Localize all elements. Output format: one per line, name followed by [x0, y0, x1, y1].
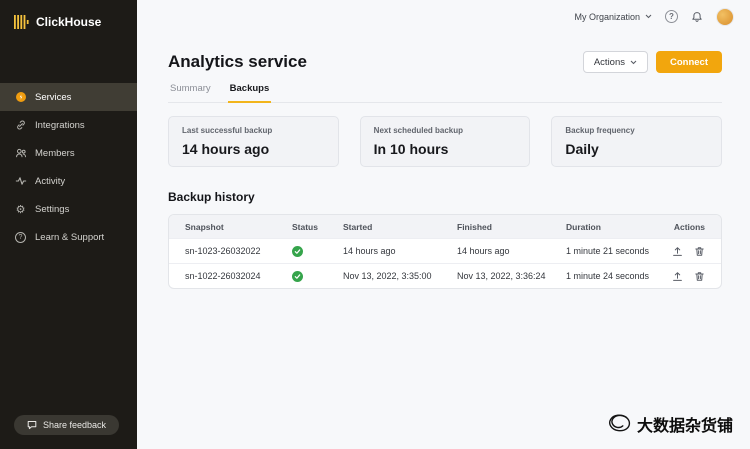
success-icon	[292, 270, 303, 282]
card-next-scheduled-backup: Next scheduled backup In 10 hours	[359, 116, 531, 167]
started-cell: 14 hours ago	[343, 246, 396, 256]
sidebar: ClickHouse Services Integrations Members	[0, 0, 137, 449]
share-feedback-label: Share feedback	[43, 420, 107, 430]
snapshot-cell: sn-1022-26032024	[185, 271, 261, 281]
table-row: sn-1022-26032024 Nov 13, 2022, 3:35:00 N…	[169, 263, 721, 288]
services-icon	[14, 91, 27, 104]
column-header: Started	[343, 221, 373, 232]
duration-cell: 1 minute 24 seconds	[566, 271, 650, 281]
sidebar-item-integrations[interactable]: Integrations	[0, 111, 137, 139]
card-value: Daily	[565, 141, 599, 157]
table-header-row: Snapshot Status Started Finished Duratio…	[169, 215, 721, 238]
watermark-logo-icon	[606, 410, 634, 438]
avatar[interactable]	[716, 7, 734, 26]
sidebar-item-members[interactable]: Members	[0, 139, 137, 167]
status-cell	[292, 245, 343, 257]
tab-summary[interactable]: Summary	[170, 83, 211, 94]
clickhouse-logo-icon	[14, 15, 29, 29]
restore-icon[interactable]	[672, 271, 683, 282]
card-label: Last successful backup	[182, 126, 273, 135]
sidebar-item-learn-support[interactable]: ? Learn & Support	[0, 223, 137, 251]
sidebar-item-label: Integrations	[35, 119, 85, 131]
feedback-icon	[27, 420, 37, 430]
sidebar-item-label: Members	[35, 147, 75, 159]
snapshot-cell: sn-1023-26032022	[185, 246, 261, 256]
settings-icon: ⚙	[15, 202, 26, 216]
started-cell: Nov 13, 2022, 3:35:00	[343, 271, 432, 281]
question-icon: ?	[14, 231, 27, 244]
status-cell	[292, 270, 343, 282]
column-header: Status	[292, 221, 318, 232]
activity-icon	[14, 175, 27, 188]
backup-info-cards: Last successful backup 14 hours ago Next…	[168, 116, 723, 167]
actions-button[interactable]: Actions	[582, 51, 648, 73]
card-label: Next scheduled backup	[373, 126, 464, 135]
restore-icon[interactable]	[672, 246, 683, 257]
actions-cell	[672, 271, 705, 282]
clickhouse-logo[interactable]: ClickHouse	[0, 0, 137, 39]
actions-cell	[672, 246, 705, 257]
sidebar-item-services[interactable]: Services	[0, 83, 137, 111]
org-label: My Organization	[574, 11, 640, 22]
header-actions: Actions Connect	[582, 51, 722, 73]
sidebar-item-label: Services	[35, 91, 72, 103]
chevron-down-icon	[645, 14, 652, 19]
page-title: Analytics service	[168, 52, 307, 71]
members-icon	[14, 147, 27, 160]
card-value: 14 hours ago	[182, 141, 270, 157]
trash-icon[interactable]	[694, 271, 705, 282]
card-value: In 10 hours	[373, 141, 449, 157]
card-backup-frequency: Backup frequency Daily	[551, 116, 723, 167]
main-area: My Organization ? Analytics service Acti…	[137, 0, 750, 449]
bell-icon	[691, 11, 703, 23]
watermark: 大数据杂货铺	[606, 410, 733, 438]
card-last-successful-backup: Last successful backup 14 hours ago	[168, 116, 339, 167]
tab-backups[interactable]: Backups	[227, 83, 272, 103]
tabs: Summary Backups	[168, 83, 722, 103]
chevron-down-icon	[630, 60, 637, 65]
column-header: Finished	[457, 221, 492, 232]
connect-button[interactable]: Connect	[656, 51, 722, 73]
column-header: Snapshot	[185, 221, 224, 232]
finished-cell: 14 hours ago	[457, 246, 510, 256]
sidebar-item-label: Settings	[35, 203, 70, 215]
sidebar-nav: Services Integrations Members Activity	[0, 83, 137, 251]
trash-icon[interactable]	[694, 246, 705, 257]
integrations-icon	[14, 119, 27, 132]
notifications-button[interactable]	[691, 11, 703, 23]
column-header: Actions	[673, 221, 705, 232]
sidebar-item-label: Activity	[35, 175, 66, 187]
topbar: My Organization ?	[137, 0, 750, 33]
sidebar-item-activity[interactable]: Activity	[0, 167, 137, 195]
section-title-backup-history: Backup history	[168, 190, 255, 204]
org-menu[interactable]: My Organization	[574, 12, 652, 22]
page-header: Analytics service Actions Connect	[168, 51, 722, 73]
duration-cell: 1 minute 21 seconds	[566, 246, 650, 256]
actions-button-label: Actions	[593, 56, 625, 68]
page-content: Analytics service Actions Connect Summar…	[137, 33, 750, 289]
logo-text: ClickHouse	[36, 15, 102, 29]
table-row: sn-1023-26032022 14 hours ago 14 hours a…	[169, 238, 721, 263]
sidebar-item-settings[interactable]: ⚙ Settings	[0, 195, 137, 223]
backup-history-table: Snapshot Status Started Finished Duratio…	[168, 214, 722, 289]
card-label: Backup frequency	[565, 126, 635, 135]
sidebar-item-label: Learn & Support	[35, 231, 105, 243]
success-icon	[292, 245, 303, 257]
watermark-text: 大数据杂货铺	[636, 418, 733, 435]
help-button[interactable]: ?	[665, 10, 678, 23]
share-feedback-button[interactable]: Share feedback	[14, 415, 120, 435]
finished-cell: Nov 13, 2022, 3:36:24	[457, 271, 546, 281]
column-header: Duration	[566, 221, 601, 232]
